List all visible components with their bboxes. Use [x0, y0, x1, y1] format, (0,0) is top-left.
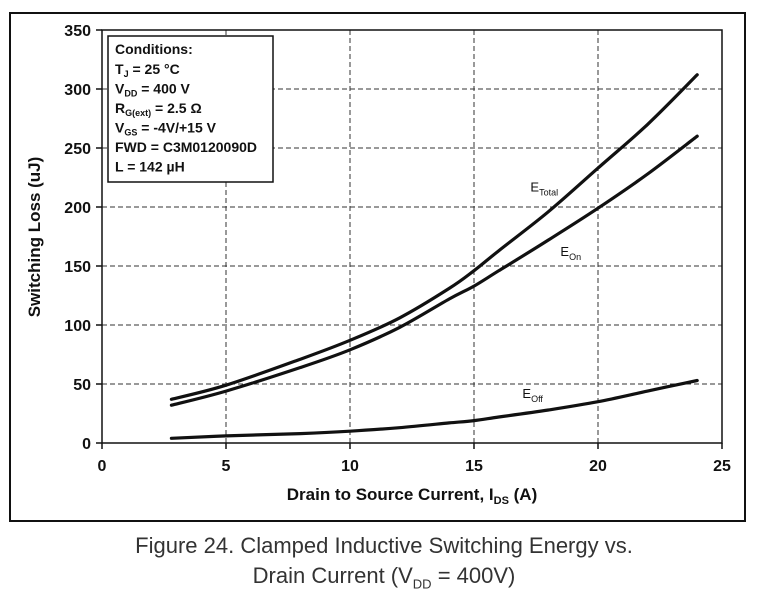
axis-ticks: 0 50 100 150 200 250 300 350 0 5 10 15 20 25: [64, 23, 731, 475]
condition-line: RG(ext) = 2.5 Ω: [115, 100, 202, 118]
series-line-eoff: [169, 378, 699, 440]
x-axis-label-main: Drain to Source Current, I: [287, 485, 494, 504]
y-tick-label: 50: [73, 377, 91, 394]
condition-symbol: R: [115, 100, 125, 116]
x-axis-label: Drain to Source Current, IDS (A): [287, 485, 537, 507]
x-tick-label: 5: [222, 458, 231, 475]
condition-line: L = 142 µH: [115, 159, 185, 175]
condition-subscript: DD: [124, 89, 137, 99]
y-axis-label: Switching Loss (uJ): [25, 157, 44, 318]
condition-line: TJ = 25 °C: [115, 61, 180, 79]
caption-line2-post: = 400V): [431, 563, 516, 588]
x-tick-label: 25: [713, 458, 731, 475]
y-tick-label: 200: [64, 200, 91, 217]
figure-caption-line-2: Drain Current (VDD = 400V): [0, 563, 768, 591]
condition-value: = -4V/+15 V: [137, 120, 216, 136]
y-tick-label: 0: [82, 436, 91, 453]
x-axis-label-tail: (A): [509, 485, 537, 504]
condition-value: = 400 V: [137, 81, 190, 97]
y-tick-label: 100: [64, 318, 91, 335]
condition-symbol: T: [115, 61, 124, 77]
condition-value: = 2.5 Ω: [151, 100, 202, 116]
y-tick-label: 150: [64, 259, 91, 276]
series-label-sub: Off: [531, 394, 543, 404]
condition-subscript: G(ext): [125, 108, 151, 118]
x-tick-label: 20: [589, 458, 607, 475]
caption-line2-pre: Drain Current (V: [252, 563, 413, 588]
series-label-sub: On: [569, 252, 581, 262]
series-label-sub: Total: [539, 188, 558, 198]
x-tick-label: 15: [465, 458, 483, 475]
condition-line: FWD = C3M0120090D: [115, 139, 257, 155]
x-tick-label: 10: [341, 458, 359, 475]
x-axis-label-sub: DS: [494, 495, 509, 507]
y-tick-label: 250: [64, 141, 91, 158]
series-line-etotal: [169, 73, 699, 401]
series-label-main: E: [560, 244, 569, 259]
figure-caption-line-1: Figure 24. Clamped Inductive Switching E…: [135, 533, 633, 558]
caption-line2-sub: DD: [412, 576, 432, 592]
conditions-heading: Conditions:: [115, 41, 193, 57]
condition-symbol: V: [115, 81, 125, 97]
series-label-main: E: [530, 180, 539, 195]
condition-symbol: L = 142 µH: [115, 159, 185, 175]
series-label-main: E: [522, 386, 531, 401]
series-label: ETotal: [530, 180, 558, 198]
x-tick-label: 0: [98, 458, 107, 475]
condition-subscript: J: [124, 69, 129, 79]
conditions-box-frame: [107, 35, 274, 183]
condition-line: VDD = 400 V: [115, 81, 191, 99]
plot-area: [101, 29, 723, 444]
condition-symbol: V: [115, 120, 125, 136]
condition-value: = 25 °C: [129, 61, 180, 77]
y-tick-label: 350: [64, 23, 91, 40]
series-label: EOff: [522, 386, 543, 404]
condition-line: VGS = -4V/+15 V: [115, 120, 217, 138]
series-line-eon: [169, 134, 699, 407]
condition-symbol: FWD = C3M0120090D: [115, 139, 257, 155]
y-tick-label: 300: [64, 82, 91, 99]
series-label: EOn: [560, 244, 581, 262]
condition-subscript: GS: [124, 128, 137, 138]
series-group: [169, 73, 699, 440]
